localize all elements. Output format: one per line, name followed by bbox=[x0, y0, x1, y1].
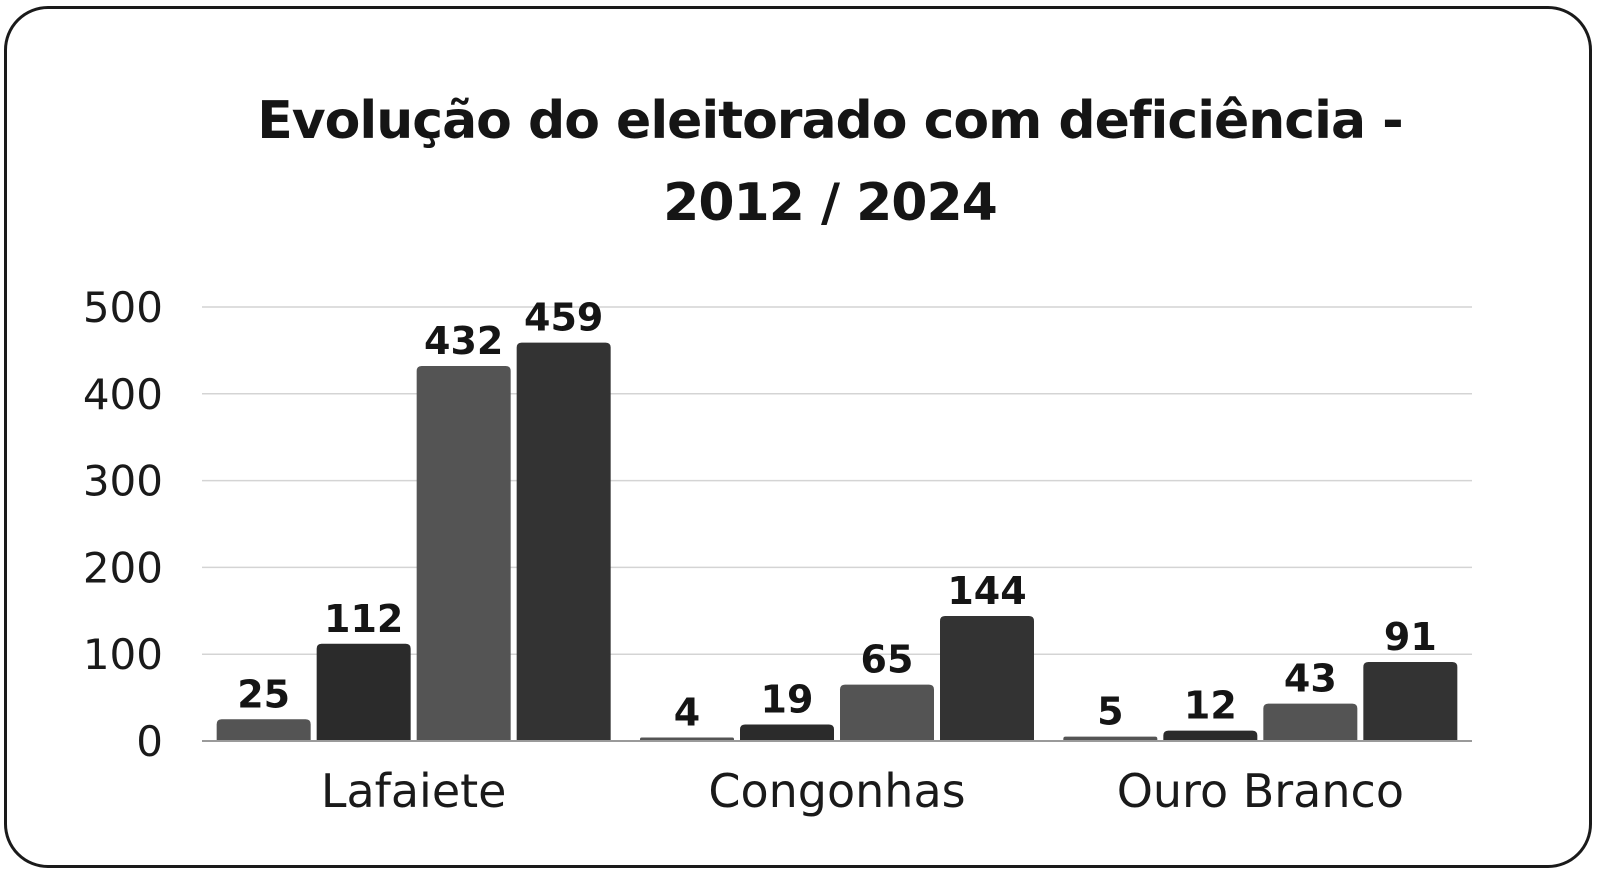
bar bbox=[940, 616, 1034, 741]
y-axis-ticks: 0 100 200 300 400 500 bbox=[83, 283, 163, 766]
bar bbox=[416, 366, 511, 741]
chart-title-line-2: 2012 / 2024 bbox=[663, 173, 998, 233]
data-label: 12 bbox=[1184, 684, 1237, 728]
bar bbox=[1063, 736, 1158, 741]
data-label: 19 bbox=[761, 678, 814, 722]
bar bbox=[1263, 703, 1358, 741]
bar bbox=[1363, 662, 1458, 741]
y-tick-label: 400 bbox=[83, 370, 163, 419]
y-tick-label: 0 bbox=[136, 717, 163, 766]
chart-title-line-1: Evolução do eleitorado com deficiência - bbox=[257, 91, 1403, 151]
data-label: 65 bbox=[861, 638, 914, 682]
bar bbox=[840, 684, 934, 741]
data-label: 112 bbox=[324, 597, 403, 641]
bar bbox=[316, 643, 411, 741]
y-tick-label: 500 bbox=[83, 283, 163, 332]
y-tick-label: 200 bbox=[83, 543, 163, 592]
chart-title: Evolução do eleitorado com deficiência -… bbox=[160, 80, 1500, 244]
data-label: 43 bbox=[1284, 657, 1337, 701]
x-tick-label: Ouro Branco bbox=[1117, 764, 1404, 818]
bar bbox=[216, 719, 311, 741]
data-labels: 25 112 432 459 4 19 65 144 5 12 43 91 bbox=[237, 296, 1437, 735]
y-tick-label: 100 bbox=[83, 630, 163, 679]
y-tick-label: 300 bbox=[83, 457, 163, 506]
bar bbox=[740, 724, 834, 741]
bars bbox=[216, 342, 1458, 741]
x-tick-label: Lafaiete bbox=[321, 764, 507, 818]
bar bbox=[1163, 730, 1258, 741]
data-label: 432 bbox=[424, 319, 503, 363]
x-axis-ticks: Lafaiete Congonhas Ouro Branco bbox=[321, 764, 1404, 818]
data-label: 91 bbox=[1384, 615, 1437, 659]
data-label: 5 bbox=[1097, 690, 1123, 734]
data-label: 459 bbox=[524, 296, 603, 340]
gridlines bbox=[202, 306, 1472, 655]
data-label: 4 bbox=[674, 691, 700, 735]
x-tick-label: Congonhas bbox=[708, 764, 965, 818]
data-label: 144 bbox=[947, 569, 1026, 613]
bar bbox=[516, 342, 611, 741]
data-label: 25 bbox=[237, 672, 290, 716]
